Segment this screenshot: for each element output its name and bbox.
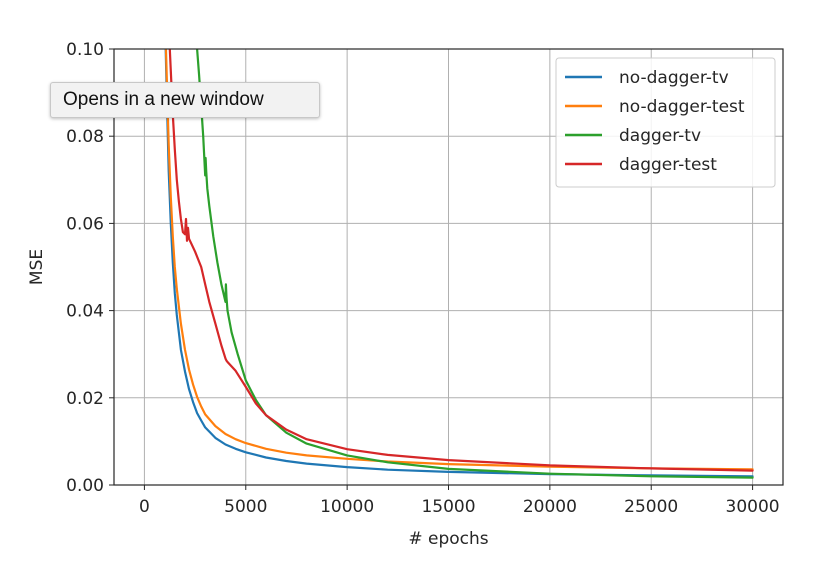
y-tick-label: 0.04 xyxy=(66,302,104,322)
x-tick-label: 15000 xyxy=(421,497,475,517)
y-tick-label: 0.08 xyxy=(66,127,104,147)
new-window-tooltip: Opens in a new window xyxy=(50,82,320,118)
x-tick-label: 30000 xyxy=(726,497,780,517)
y-tick-label: 0.00 xyxy=(66,476,104,496)
legend-entry: no-dagger-test xyxy=(619,97,745,117)
series-line-no-dagger-tv xyxy=(164,49,754,478)
x-tick-label: 10000 xyxy=(320,497,374,517)
y-tick-label: 0.10 xyxy=(66,40,104,60)
axis-ticks: 0 5000 10000 15000 20000 25000 30000 0.00 0.02 0.… xyxy=(66,40,779,517)
legend: no-dagger-tv no-dagger-test dagger-tv dagge… xyxy=(555,57,776,188)
legend-entry: no-dagger-tv xyxy=(619,68,729,88)
y-axis-label: MSE xyxy=(27,249,47,285)
x-tick-label: 25000 xyxy=(624,497,678,517)
x-tick-label: 20000 xyxy=(523,497,577,517)
x-axis-label: # epochs xyxy=(408,529,488,549)
x-tick-label: 0 xyxy=(139,497,150,517)
legend-entry: dagger-test xyxy=(619,155,717,175)
legend-entry: dagger-tv xyxy=(619,126,701,146)
legend-box xyxy=(555,57,776,188)
series-lines xyxy=(164,49,754,479)
y-tick-label: 0.02 xyxy=(66,389,104,409)
series-line-dagger-tv xyxy=(196,49,754,479)
series-line-dagger-test xyxy=(168,49,754,472)
x-tick-label: 5000 xyxy=(224,497,267,517)
y-tick-label: 0.06 xyxy=(66,214,104,234)
